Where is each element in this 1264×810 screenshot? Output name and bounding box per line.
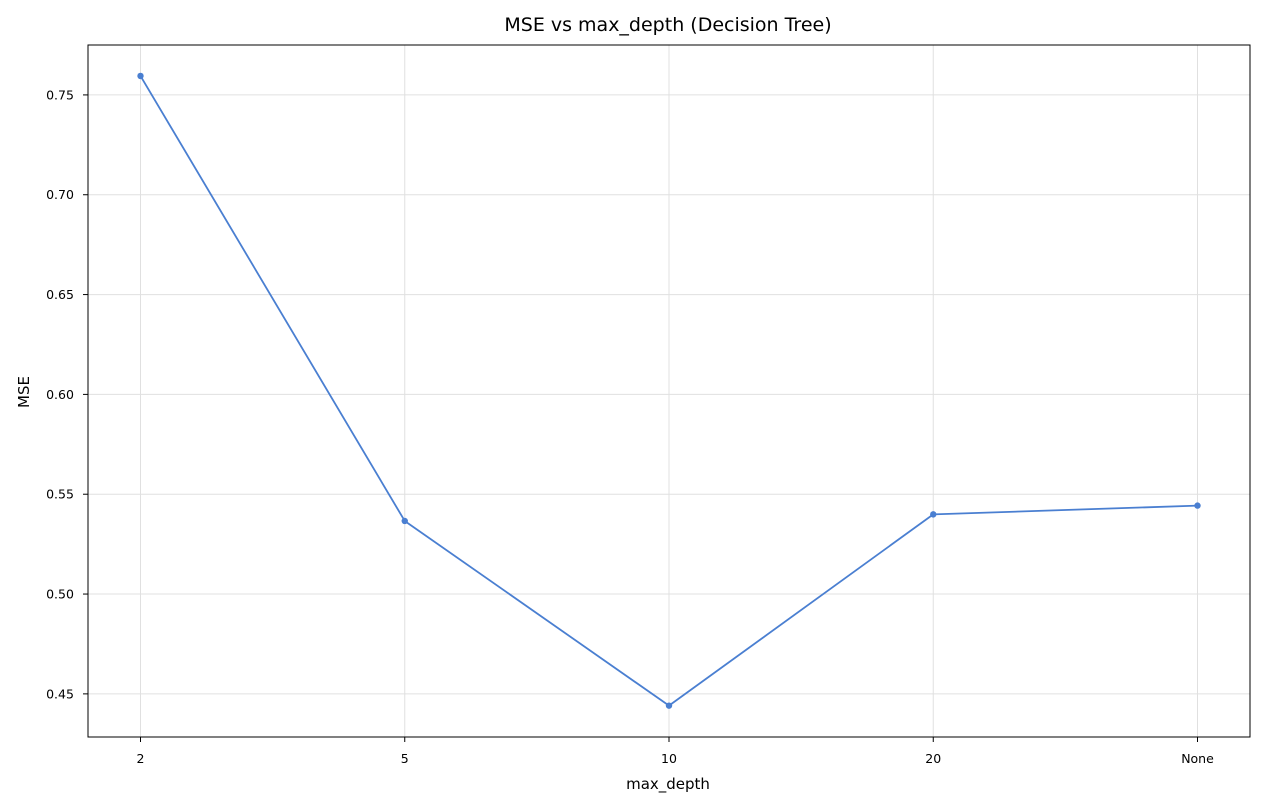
x-tick-label: None <box>1181 751 1214 766</box>
y-tick-label: 0.65 <box>46 287 74 302</box>
x-tick-label: 2 <box>137 751 145 766</box>
x-axis-label: max_depth <box>626 775 710 794</box>
x-tick-label: 5 <box>401 751 409 766</box>
x-tick-label: 10 <box>661 751 677 766</box>
chart-title: MSE vs max_depth (Decision Tree) <box>504 14 831 36</box>
data-point <box>401 517 408 525</box>
data-point <box>137 72 144 80</box>
y-tick-label: 0.75 <box>46 87 74 102</box>
y-axis-label: MSE <box>15 376 33 408</box>
x-tick-label: 20 <box>925 751 941 766</box>
tick-layer: 2 5 10 20 None 0.45 0.50 0.55 0.60 0.65 0.70 0.75 <box>46 87 1214 766</box>
data-point <box>665 702 673 709</box>
y-tick-label: 0.50 <box>46 587 74 602</box>
data-point <box>930 511 937 518</box>
y-tick-label: 0.55 <box>46 487 74 502</box>
series-layer <box>137 72 1201 709</box>
y-tick-label: 0.70 <box>46 187 74 202</box>
data-point <box>1194 502 1201 509</box>
grid-lines <box>88 45 1250 737</box>
y-tick-label: 0.60 <box>46 387 74 402</box>
y-tick-label: 0.45 <box>46 686 74 701</box>
